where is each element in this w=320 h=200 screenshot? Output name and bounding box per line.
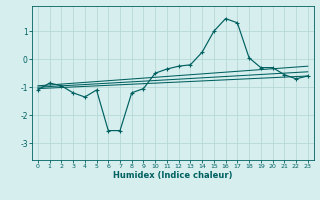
X-axis label: Humidex (Indice chaleur): Humidex (Indice chaleur) (113, 171, 233, 180)
